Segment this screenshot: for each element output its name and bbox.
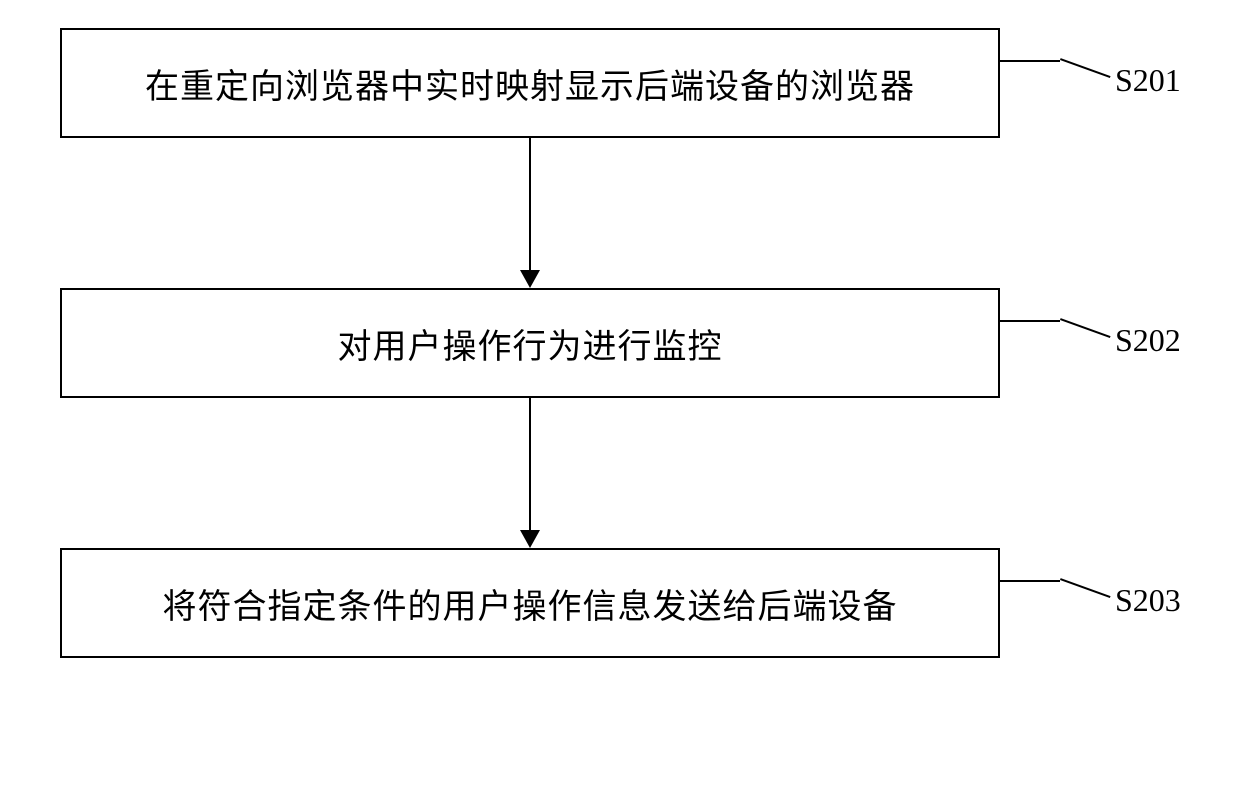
arrow-head-1 [520, 270, 540, 288]
leader-h-s202 [1000, 320, 1060, 322]
arrow-line-2 [529, 398, 531, 530]
leader-diag-s201 [1060, 58, 1111, 78]
flowchart-canvas: 在重定向浏览器中实时映射显示后端设备的浏览器 S201 对用户操作行为进行监控 … [0, 0, 1240, 786]
step-label-s202: S202 [1115, 322, 1181, 359]
step-box-s202: 对用户操作行为进行监控 [60, 288, 1000, 398]
step-label-s201: S201 [1115, 62, 1181, 99]
leader-diag-s202 [1060, 318, 1111, 338]
leader-diag-s203 [1060, 578, 1111, 598]
step-box-s201: 在重定向浏览器中实时映射显示后端设备的浏览器 [60, 28, 1000, 138]
arrow-head-2 [520, 530, 540, 548]
leader-h-s203 [1000, 580, 1060, 582]
step-text-s201: 在重定向浏览器中实时映射显示后端设备的浏览器 [145, 59, 915, 108]
arrow-line-1 [529, 138, 531, 270]
step-box-s203: 将符合指定条件的用户操作信息发送给后端设备 [60, 548, 1000, 658]
leader-h-s201 [1000, 60, 1060, 62]
step-text-s203: 将符合指定条件的用户操作信息发送给后端设备 [163, 579, 898, 628]
step-label-s203: S203 [1115, 582, 1181, 619]
step-text-s202: 对用户操作行为进行监控 [338, 319, 723, 368]
